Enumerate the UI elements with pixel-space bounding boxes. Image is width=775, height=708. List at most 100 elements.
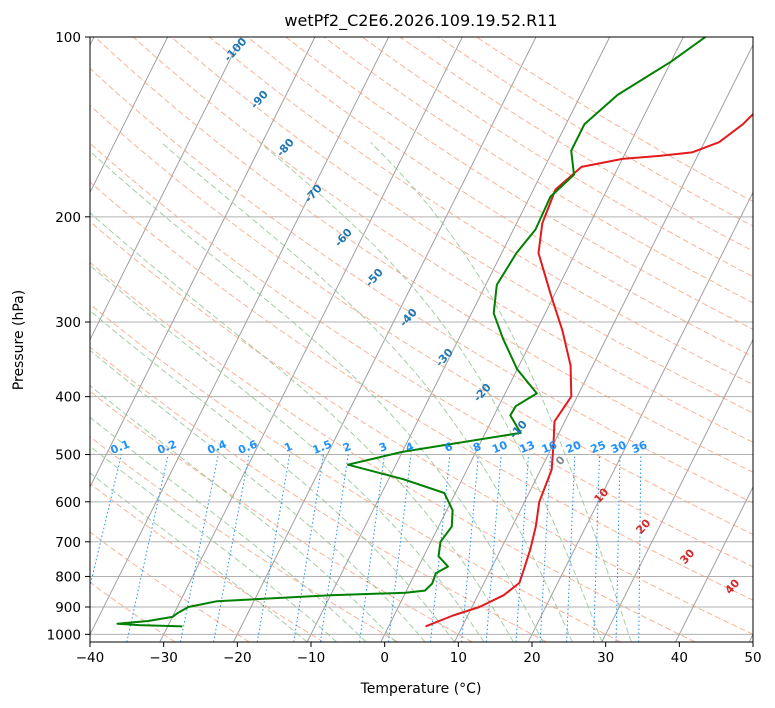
background-lines — [90, 37, 753, 642]
mixing-ratio-label: 3 — [377, 440, 389, 455]
temperature-profile-line — [425, 112, 753, 628]
dry-adiabat-label: -30 — [433, 346, 456, 370]
y-tick-label: 800 — [55, 569, 81, 585]
mixing-ratio-line — [90, 454, 122, 589]
mixing-ratio-line — [213, 454, 250, 642]
x-tick-label: −40 — [76, 650, 105, 666]
mixing-ratio-line — [566, 454, 576, 642]
y-tick-label: 700 — [55, 535, 81, 551]
isotherm-line — [90, 37, 390, 636]
mixing-ratio-label: 2 — [341, 440, 353, 455]
chart-title: wetPf2_C2E6.2026.109.19.52.R11 — [284, 11, 557, 31]
dry-adiabat-line — [90, 436, 399, 642]
dry-adiabat-line — [90, 261, 696, 642]
moist-adiabat-label: 30 — [677, 546, 697, 566]
dry-adiabat-line — [90, 181, 753, 601]
dry-adiabat-line — [90, 221, 753, 635]
mixing-ratio-label: 20 — [564, 438, 583, 456]
mixing-ratio-label: 10 — [490, 438, 509, 456]
dry-adiabat-line — [94, 37, 753, 473]
y-tick-label: 1000 — [47, 627, 81, 643]
y-tick-label: 900 — [55, 600, 81, 616]
isotherm-line — [675, 485, 753, 642]
y-tick-label: 100 — [55, 30, 81, 46]
dry-adiabat-line — [476, 37, 753, 203]
isotherm-line — [527, 191, 753, 642]
y-tick-label: 600 — [55, 495, 81, 511]
dry-adiabat-line — [438, 37, 753, 227]
mixing-ratio-label: 8 — [471, 440, 483, 455]
moist-adiabat-line — [370, 141, 632, 642]
x-tick-label: 40 — [671, 650, 688, 666]
isotherm-line — [380, 37, 684, 642]
dry-adiabat-line — [132, 37, 753, 443]
mixing-ratio-label: 6 — [443, 440, 455, 455]
mixing-ratio-label: 25 — [589, 438, 608, 456]
dry-adiabat-line — [361, 37, 753, 278]
mixing-ratio-line — [359, 454, 385, 642]
x-tick-label: 20 — [523, 650, 540, 666]
mixing-ratio-line — [293, 454, 324, 642]
mixing-ratio-line — [593, 454, 601, 642]
y-tick-label: 400 — [55, 390, 81, 406]
y-axis-label: Pressure (hPa) — [11, 290, 27, 390]
mixing-ratio-line — [515, 454, 529, 642]
data-series — [116, 37, 753, 628]
moist-adiabat-line — [90, 310, 455, 642]
x-tick-label: −30 — [149, 650, 178, 666]
dry-adiabat-line — [209, 37, 753, 386]
x-axis-label: Temperature (°C) — [360, 681, 482, 697]
mixing-ratio-line — [615, 454, 621, 642]
dry-adiabat-line — [170, 37, 753, 414]
mixing-ratio-label: 13 — [518, 438, 537, 456]
mixing-ratio-line — [638, 454, 642, 642]
dry-adiabat-label: -100 — [221, 35, 249, 64]
isotherm-line — [601, 338, 753, 642]
mixing-ratio-line — [179, 454, 219, 642]
dry-adiabat-line — [90, 390, 473, 642]
mixing-ratio-line — [387, 454, 412, 642]
x-axis-ticks: −40 −30 −20 −10 0 10 20 30 40 50 — [76, 642, 762, 666]
mixing-ratio-line — [461, 454, 479, 642]
moist-adiabat-line — [90, 384, 396, 642]
y-tick-label: 500 — [55, 448, 81, 464]
dry-adiabat-label: -60 — [332, 226, 355, 250]
plot-frame — [89, 36, 754, 643]
dry-adiabat-label: -10 — [507, 418, 530, 442]
isotherm-line — [454, 43, 753, 642]
dry-adiabat-line — [90, 67, 753, 504]
mixing-ratio-label: 30 — [609, 438, 628, 456]
mixing-ratio-line — [539, 454, 552, 642]
moist-adiabat-label: 20 — [633, 516, 653, 536]
isotherm-line — [233, 37, 537, 642]
dry-adiabat-line — [90, 531, 250, 642]
mixing-ratio-label: 4 — [404, 440, 416, 455]
y-axis-ticks: 100 200 300 400 500 600 700 800 900 1000 — [47, 30, 90, 643]
x-tick-label: 10 — [450, 650, 467, 666]
x-tick-label: −10 — [297, 650, 326, 666]
isotherm-line — [159, 37, 463, 642]
moist-adiabat-line — [90, 150, 544, 642]
dry-adiabat-line — [90, 303, 622, 642]
mixing-ratio-line — [126, 454, 169, 642]
dry-adiabat-label: -90 — [248, 88, 271, 112]
y-tick-label: 300 — [55, 315, 81, 331]
isotherm-line — [306, 37, 611, 642]
dry-adiabat-line — [90, 346, 547, 642]
mixing-ratio-label: 1 — [282, 440, 294, 455]
mixing-ratio-line — [485, 454, 502, 642]
dry-adiabat-line — [90, 483, 324, 642]
moist-adiabat-line — [90, 349, 426, 642]
dry-adiabat-line — [247, 37, 753, 358]
mixing-ratio-label: 16 — [540, 438, 559, 456]
dry-adiabat-label: -80 — [274, 136, 297, 160]
isotherm-line — [90, 37, 316, 489]
dry-adiabat-line — [323, 37, 753, 304]
mixing-ratio-line — [430, 454, 451, 642]
x-tick-label: 50 — [744, 650, 761, 666]
moist-adiabat-label: 40 — [722, 576, 742, 596]
mixing-ratio-label: 36 — [630, 438, 649, 456]
moist-adiabat-line — [90, 416, 367, 642]
dry-adiabat-line — [285, 37, 753, 330]
